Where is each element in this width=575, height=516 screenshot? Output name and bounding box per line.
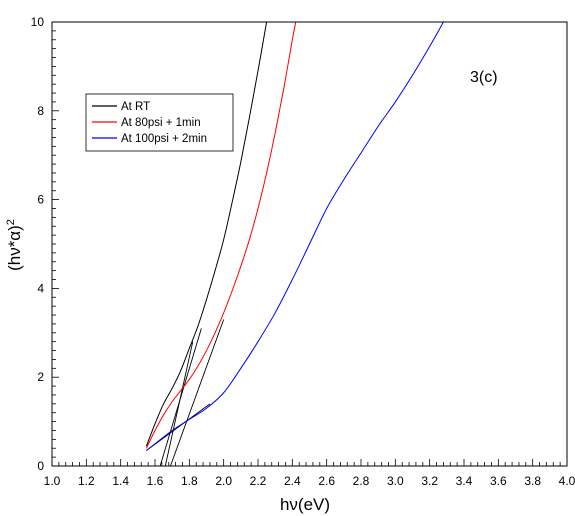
x-tick-label: 1.6 bbox=[147, 474, 164, 488]
tangent-fit-line-1 bbox=[170, 319, 225, 466]
tangent-fit-line-2 bbox=[164, 341, 194, 466]
y-tick-label: 8 bbox=[37, 104, 44, 118]
legend-label-2: At 100psi + 2min bbox=[121, 133, 207, 145]
x-tick-label: 1.2 bbox=[78, 474, 95, 488]
x-tick-label: 2.2 bbox=[250, 474, 267, 488]
series-line-2 bbox=[146, 22, 444, 451]
y-tick-label: 0 bbox=[37, 459, 44, 473]
series-line-0 bbox=[145, 22, 268, 447]
y-axis-ticks: 0 2 4 6 8 10 bbox=[31, 15, 59, 473]
x-tick-label: 4.0 bbox=[559, 474, 575, 488]
x-axis-ticks: 1.0 1.2 1.4 1.6 1.8 2.0 2.2 2.4 2.6 2.8 3.0 3.2 3.4 3… bbox=[44, 459, 575, 488]
x-tick-label: 3.0 bbox=[387, 474, 404, 488]
x-axis-title: hν(eV) bbox=[280, 495, 330, 514]
x-tick-label: 1.8 bbox=[181, 474, 198, 488]
y-tick-label: 10 bbox=[31, 15, 45, 29]
y-tick-label: 4 bbox=[37, 281, 44, 295]
y-tick-label: 2 bbox=[37, 370, 44, 384]
fit-lines bbox=[146, 319, 225, 466]
x-tick-label: 2.6 bbox=[318, 474, 335, 488]
x-tick-label: 2.0 bbox=[215, 474, 232, 488]
legend-label-0: At RT bbox=[121, 101, 150, 113]
series-line-1 bbox=[145, 22, 297, 449]
y-axis-title-exponent: 2 bbox=[5, 219, 17, 225]
x-tick-label: 3.8 bbox=[524, 474, 541, 488]
legend: At RT At 80psi + 1min At 100psi + 2min bbox=[85, 93, 234, 152]
x-tick-label: 3.4 bbox=[456, 474, 473, 488]
x-tick-label: 1.4 bbox=[112, 474, 129, 488]
y-axis-title-base: (hν*α) bbox=[5, 225, 24, 271]
y-axis-title: (hν*α)2 bbox=[5, 219, 24, 271]
x-tick-label: 1.0 bbox=[44, 474, 61, 488]
x-tick-label: 3.6 bbox=[490, 474, 507, 488]
legend-label-1: At 80psi + 1min bbox=[121, 117, 201, 129]
series-lines bbox=[145, 22, 444, 451]
x-tick-label: 3.2 bbox=[421, 474, 438, 488]
x-tick-label: 2.4 bbox=[284, 474, 301, 488]
y-tick-label: 6 bbox=[37, 193, 44, 207]
x-tick-label: 2.8 bbox=[353, 474, 370, 488]
chart-annotation: 3(c) bbox=[470, 69, 498, 86]
